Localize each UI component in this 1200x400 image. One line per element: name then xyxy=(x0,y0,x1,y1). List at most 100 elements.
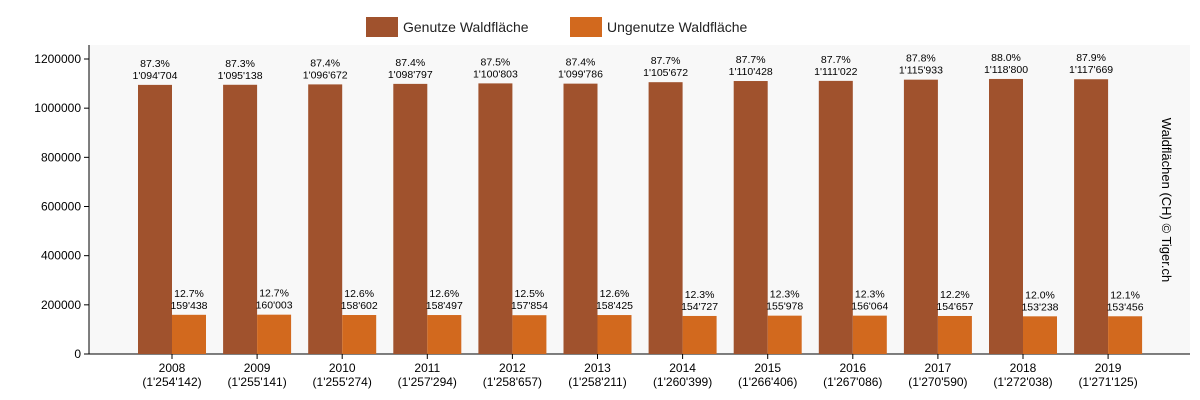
bar-ungenutzte xyxy=(1023,316,1057,354)
x-tick-label-year: 2011 xyxy=(414,361,440,375)
bar-genutzte xyxy=(989,78,1023,354)
x-tick-label-year: 2019 xyxy=(1095,361,1122,375)
x-tick-label-total: (1'255'274) xyxy=(313,375,372,389)
y-tick-label: 0 xyxy=(74,347,81,361)
bar-value-label: 1'111'022 xyxy=(814,66,857,78)
x-tick-label-year: 2015 xyxy=(754,361,781,375)
bar-percent-label: 87.4% xyxy=(395,57,425,69)
x-tick-label-total: (1'260'399) xyxy=(653,375,712,389)
bar-ungenutzte xyxy=(597,315,632,354)
bar-percent-label: 87.7% xyxy=(821,54,851,66)
bar-percent-label: 87.8% xyxy=(906,53,936,65)
bar-genutzte xyxy=(563,83,598,355)
x-tick-label-total: (1'271'125) xyxy=(1078,375,1137,389)
bar-ungenutzte xyxy=(427,315,462,354)
y-tick-label: 800000 xyxy=(41,150,81,164)
bar-percent-label: 88.0% xyxy=(991,52,1021,64)
bar-genutzte xyxy=(393,83,428,354)
bar-percent-label: 12.2% xyxy=(940,289,970,301)
bar-percent-label: 12.5% xyxy=(515,288,545,300)
bar-value-label: 156'064 xyxy=(851,301,888,313)
bar-value-label: 1'099'786 xyxy=(558,69,603,81)
bar-percent-label: 87.9% xyxy=(1076,52,1106,64)
legend-label: Genutze Waldfläche xyxy=(403,19,529,35)
bar-ungenutzte xyxy=(1108,316,1143,354)
bar-value-label: 1'117'669 xyxy=(1069,64,1113,76)
bar-percent-label: 12.7% xyxy=(174,288,204,300)
x-tick-label-total: (1'270'590) xyxy=(908,375,967,389)
bar-genutzte xyxy=(478,83,513,354)
bar-percent-label: 12.6% xyxy=(344,288,374,300)
x-tick-label-year: 2008 xyxy=(159,361,186,375)
bar-percent-label: 12.3% xyxy=(855,289,885,301)
bar-value-label: 154'657 xyxy=(936,301,973,313)
bar-value-label: 153'456 xyxy=(1107,301,1144,313)
bar-value-label: 157'854 xyxy=(511,300,548,312)
bar-genutzte xyxy=(223,84,258,355)
bar-value-label: 155'978 xyxy=(766,301,803,313)
bar-genutzte xyxy=(138,84,172,355)
x-tick-label-year: 2017 xyxy=(925,361,952,375)
bar-value-label: 160'003 xyxy=(256,300,293,312)
bar-value-label: 1'118'800 xyxy=(984,64,1028,76)
x-tick-label-year: 2014 xyxy=(669,361,696,375)
legend-swatch xyxy=(570,17,602,37)
x-tick-label-year: 2010 xyxy=(329,361,356,375)
x-tick-label-year: 2013 xyxy=(584,361,611,375)
bar-genutzte xyxy=(818,80,853,355)
x-tick-label-total: (1'258'211) xyxy=(568,375,626,389)
x-tick-label-year: 2012 xyxy=(499,361,526,375)
bar-ungenutzte xyxy=(682,315,717,354)
legend-swatch xyxy=(366,17,398,37)
bar-percent-label: 12.3% xyxy=(685,289,715,301)
y-tick-label: 600000 xyxy=(41,200,81,214)
bar-value-label: 1'110'428 xyxy=(729,66,773,78)
bar-labels: 87.3%1'094'70412.7%159'43887.3%1'095'138… xyxy=(133,52,1144,313)
x-tick-label-total: (1'272'038) xyxy=(993,375,1052,389)
bar-genutzte xyxy=(903,79,938,354)
bar-percent-label: 87.7% xyxy=(651,55,681,67)
bar-ungenutzte xyxy=(937,315,972,354)
bar-percent-label: 12.6% xyxy=(600,288,630,300)
bar-genutzte xyxy=(308,84,343,355)
bar-percent-label: 87.3% xyxy=(225,58,255,70)
bar-value-label: 1'105'672 xyxy=(643,67,688,79)
x-tick-label-year: 2016 xyxy=(839,361,866,375)
chart-legend: Genutze Waldfläche Ungenutze Waldfläche xyxy=(366,17,748,37)
bar-genutzte xyxy=(733,81,768,355)
bar-percent-label: 12.3% xyxy=(770,289,800,301)
x-tick-label-total: (1'258'657) xyxy=(483,375,542,389)
bar-value-label: 1'094'704 xyxy=(133,70,178,82)
bar-percent-label: 12.1% xyxy=(1110,289,1140,301)
bar-percent-label: 12.0% xyxy=(1025,289,1055,301)
bar-ungenutzte xyxy=(767,315,802,354)
bar-value-label: 158'425 xyxy=(596,300,633,312)
x-tick-label-total: (1'257'294) xyxy=(398,375,457,389)
x-tick-label-total: (1'255'141) xyxy=(227,375,286,389)
bar-percent-label: 12.7% xyxy=(259,288,289,300)
bar-value-label: 1'095'138 xyxy=(218,70,263,82)
bar-percent-label: 87.4% xyxy=(310,57,340,69)
bar-value-label: 153'238 xyxy=(1021,301,1058,313)
side-label: Waldflächen (CH) © Tiger.ch xyxy=(1159,118,1174,282)
x-tick-label-year: 2018 xyxy=(1010,361,1037,375)
bar-ungenutzte xyxy=(852,315,887,354)
bar-percent-label: 87.4% xyxy=(566,57,596,69)
bar-value-label: 1'100'803 xyxy=(473,68,518,80)
bar-genutzte xyxy=(1074,79,1109,355)
bars xyxy=(138,78,1143,355)
x-axis: 2008(1'254'142) 2009(1'255'141) 2010(1'255… xyxy=(89,353,1190,389)
x-tick-label-total: (1'254'142) xyxy=(142,375,201,389)
y-axis: 0 200000 400000 600000 800000 1000000 1200000 xyxy=(34,45,90,361)
bar-ungenutzte xyxy=(342,315,377,354)
bar-value-label: 158'602 xyxy=(341,300,378,312)
bar-genutzte xyxy=(648,82,683,354)
x-tick-label-total: (1'266'406) xyxy=(738,375,797,389)
bar-value-label: 158'497 xyxy=(426,300,463,312)
bar-value-label: 154'727 xyxy=(681,301,718,313)
bar-ungenutzte xyxy=(512,315,547,354)
y-tick-label: 400000 xyxy=(41,249,81,263)
y-tick-label: 200000 xyxy=(41,298,81,312)
y-tick-label: 1000000 xyxy=(34,101,81,115)
